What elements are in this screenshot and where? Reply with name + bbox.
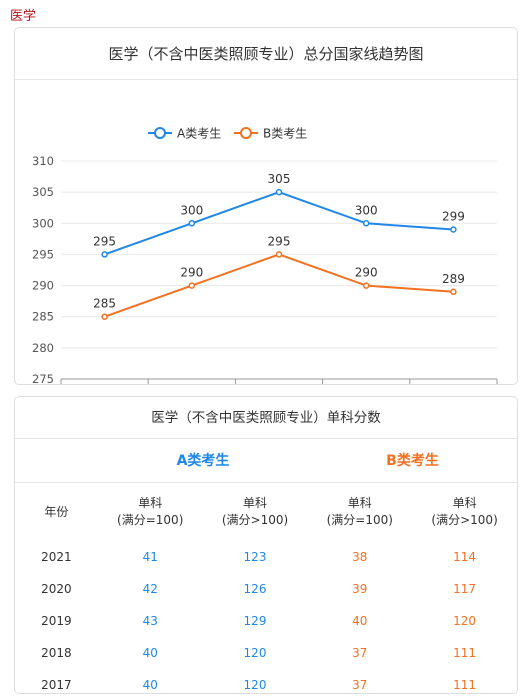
y-tick-label: 290 <box>32 279 54 293</box>
header-a1: 单科 (满分=100) <box>98 483 203 541</box>
cell-b2: 120 <box>453 614 477 628</box>
cell-b1: 39 <box>352 582 368 596</box>
page-label: 医学 <box>10 9 37 24</box>
cell-b2: 111 <box>453 646 477 660</box>
data-label: 290 <box>355 266 378 280</box>
data-point <box>450 288 457 296</box>
header-b2-line2: (满分>100) <box>431 513 498 527</box>
score-table-card: 医学（不含中医类照顾专业）单科分数 A类考生 B类考生 年份 单科 (满分=100… <box>14 396 518 694</box>
data-label: 289 <box>442 272 465 286</box>
score-table: 年份 单科 (满分=100) 单科 (满分>100) 单科 (满分=100) 单科 (满… <box>15 483 517 700</box>
data-point <box>362 282 370 289</box>
y-tick-label: 275 <box>32 372 54 384</box>
cell-year: 2019 <box>41 614 72 628</box>
chart-title: 医学（不含中医类照顾专业）总分国家线趋势图 <box>15 28 517 80</box>
cell-b1: 37 <box>352 678 368 692</box>
header-b2: 单科 (满分>100) <box>412 483 517 541</box>
header-b1: 单科 (满分=100) <box>307 483 412 541</box>
header-b1-line2: (满分=100) <box>326 513 393 527</box>
table-row: 2020 42 126 39 117 <box>15 573 517 605</box>
cell-year: 2018 <box>41 646 72 660</box>
y-tick-label: 280 <box>32 341 54 355</box>
cell-a1: 40 <box>142 646 158 660</box>
table-header-row: 年份 单科 (满分=100) 单科 (满分>100) 单科 (满分=100) 单科 (满… <box>15 483 517 541</box>
cell-year: 2017 <box>41 678 72 692</box>
data-point <box>362 220 370 227</box>
header-year: 年份 <box>44 504 69 519</box>
cell-b2: 117 <box>453 582 477 596</box>
data-label: 295 <box>268 234 291 248</box>
table-row: 2018 40 120 37 111 <box>15 637 517 669</box>
cell-b2: 111 <box>453 678 477 692</box>
cell-a2: 126 <box>243 582 267 596</box>
data-label: 285 <box>93 297 116 311</box>
data-label: 295 <box>93 234 116 248</box>
table-title: 医学（不含中医类照顾专业）单科分数 <box>15 397 517 439</box>
cell-a1: 42 <box>142 582 158 596</box>
data-point <box>275 251 283 258</box>
data-point <box>275 188 283 196</box>
data-point <box>101 251 108 258</box>
cell-b1: 37 <box>352 646 368 660</box>
legend-swatch-marker <box>154 127 166 139</box>
y-tick-label: 300 <box>32 216 54 230</box>
chart-card: 医学（不含中医类照顾专业）总分国家线趋势图 275 280 285 290 295 300… <box>14 27 518 385</box>
y-tick-label: 295 <box>32 247 54 261</box>
table-row: 2019 43 129 40 120 <box>15 605 517 637</box>
cell-b2: 114 <box>453 550 477 564</box>
cell-year: 2021 <box>41 550 72 564</box>
group-a-label: A类考生 <box>176 453 230 469</box>
y-tick-label: 310 <box>32 154 54 168</box>
data-point <box>450 226 457 233</box>
table-row: 2021 41 123 38 114 <box>15 541 517 573</box>
y-tick-label: 305 <box>32 185 54 199</box>
data-label: 300 <box>180 203 203 217</box>
cell-a1: 40 <box>142 678 158 692</box>
header-a2-line1: 单科 <box>242 496 267 510</box>
data-label: 300 <box>355 203 378 217</box>
legend-entry: B类考生 <box>263 127 307 141</box>
data-label: 290 <box>180 266 203 280</box>
y-tick-label: 285 <box>32 310 54 324</box>
table-row: 2017 40 120 37 111 <box>15 669 517 700</box>
line-chart: 2752802852902953003053102017201820192020… <box>32 127 498 384</box>
data-point <box>101 313 108 320</box>
header-a1-line2: (满分=100) <box>117 513 184 527</box>
cell-b1: 38 <box>352 550 368 564</box>
cell-a1: 41 <box>142 550 158 564</box>
cell-a2: 129 <box>243 614 267 628</box>
header-b1-line1: 单科 <box>347 496 372 510</box>
cell-a2: 120 <box>243 678 267 692</box>
cell-a2: 123 <box>243 550 267 564</box>
data-point <box>188 220 196 227</box>
data-point <box>188 282 196 289</box>
header-a2-line2: (满分>100) <box>221 513 289 527</box>
header-a2: 单科 (满分>100) <box>203 483 308 541</box>
cell-a1: 43 <box>142 614 158 628</box>
group-b-label: B类考生 <box>386 453 439 469</box>
data-label: 299 <box>442 210 465 224</box>
legend-swatch-marker <box>240 127 252 139</box>
cell-year: 2020 <box>41 582 72 596</box>
cell-b1: 40 <box>352 614 368 628</box>
header-a1-line1: 单科 <box>138 496 163 510</box>
data-label: 305 <box>268 172 291 186</box>
cell-a2: 120 <box>243 646 267 660</box>
group-header-row: A类考生 B类考生 <box>15 439 517 483</box>
header-b2-line1: 单科 <box>452 496 477 510</box>
legend-entry: A类考生 <box>177 127 221 141</box>
